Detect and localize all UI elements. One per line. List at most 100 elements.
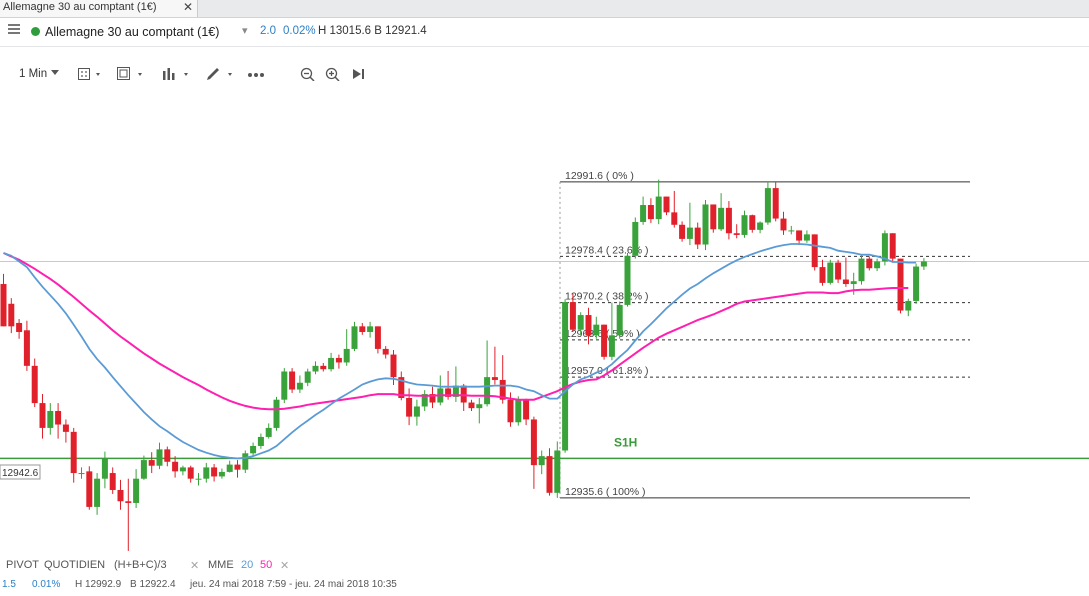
candle-body [265,427,272,437]
status-high: H 12992.9 [75,579,122,590]
candle-body [484,377,491,405]
candle-body [406,398,413,417]
candle-body [172,461,179,472]
skip-to-end-icon[interactable] [352,67,366,81]
pivot-period: QUOTIDIEN [44,559,106,571]
candle-body [218,471,225,477]
candle-body [530,419,537,466]
candle-body [468,402,475,409]
zoom-out-icon[interactable] [300,67,316,81]
candle-body [796,230,803,241]
chart-toolbar: 1 Min [0,62,420,88]
candle-body [70,431,77,474]
mme-label: MME [208,559,234,571]
candle-body [242,453,249,470]
candle-body [382,348,389,355]
candle-body [686,227,693,239]
candle-body [328,357,335,370]
pivot-formula: (H+B+C)/3 [114,559,167,571]
candle-body [507,399,514,423]
high-low: H 13015.6 B 12921.4 [318,25,427,37]
candle-body [523,399,530,420]
candle-body [835,262,842,280]
candle-body [125,501,132,503]
candle-body [351,326,358,349]
mme-fast: 20 [241,559,254,571]
close-pivot-icon[interactable]: ✕ [190,560,200,572]
price-tag-label: 12942.6 [2,468,39,479]
candle-body [312,365,319,372]
candle-body [195,478,202,480]
candle-body [671,212,678,225]
candle-body [421,394,428,407]
candle-body [226,464,233,472]
instrument-name[interactable]: Allemagne 30 au comptant (1€) [45,25,220,39]
tab-bar: Allemagne 30 au comptant (1€) ✕ [0,0,1089,18]
candle-body [764,188,771,223]
candle-body [31,365,38,404]
candle-body [413,406,420,417]
mme50-line [3,252,909,411]
candle-body [733,233,740,235]
more-options-icon[interactable] [247,67,267,81]
candle-body [499,379,506,400]
candle-body [608,335,615,357]
hamburger-menu-icon[interactable] [8,24,20,34]
candle-body [554,450,561,493]
price-change: 2.0 [260,25,276,37]
pencil-icon[interactable] [206,67,238,81]
candle-body [460,385,467,403]
candle-body [616,304,623,336]
candle-body [803,234,810,241]
zoom-in-icon[interactable] [325,67,341,81]
candle-body [858,258,865,282]
candle-body [562,302,569,451]
candle-body [94,478,101,507]
pivot-label: PIVOT [6,559,40,571]
candle-body [913,266,920,301]
candle-body [546,456,553,493]
candle-body [663,196,670,213]
layout-icon[interactable] [117,67,149,81]
tab-title: Allemagne 30 au comptant (1€) [3,1,157,13]
chart-type-icon[interactable] [78,67,108,81]
support-label: S1H [614,435,637,449]
status-low: B 12922.4 [130,579,176,590]
candle-body [203,467,210,479]
indicators-icon[interactable] [163,67,195,81]
candle-body [593,324,600,336]
tab-instrument[interactable]: Allemagne 30 au comptant (1€) ✕ [0,0,198,17]
candle-body [476,404,483,409]
candle-body [718,207,725,230]
candle-body [920,261,927,267]
candle-body [491,377,498,380]
close-mme-icon[interactable]: ✕ [280,560,290,572]
price-tag: 12942.6 [0,464,41,480]
candle-body [780,218,787,231]
mme20-line [3,243,917,460]
candle-body [741,215,748,235]
candle-body [23,330,30,366]
status-change: 1.5 [2,579,16,590]
candle-body [850,281,857,285]
candle-body [538,456,545,466]
candle-body [842,279,849,285]
candle-body [632,221,639,256]
candle-body [320,365,327,370]
chevron-down-icon[interactable]: ▾ [242,25,248,37]
candle-body [788,230,795,232]
price-chart[interactable]: 12991.6 ( 0% )12978.4 ( 23.6% )12970.2 (… [0,95,1089,556]
candle-body [359,326,366,332]
candle-body [304,371,311,383]
fib-level-label: 12970.2 ( 38.2% ) [565,291,648,303]
candle-body [16,322,23,332]
candle-body [0,284,7,327]
candle-body [109,473,116,490]
timeframe-select[interactable]: 1 Min [19,68,60,80]
candle-body [647,205,654,220]
candle-body [515,399,522,423]
close-icon[interactable]: ✕ [183,0,194,14]
candle-body [296,382,303,390]
candle-body [187,467,194,479]
candle-body [257,436,264,446]
